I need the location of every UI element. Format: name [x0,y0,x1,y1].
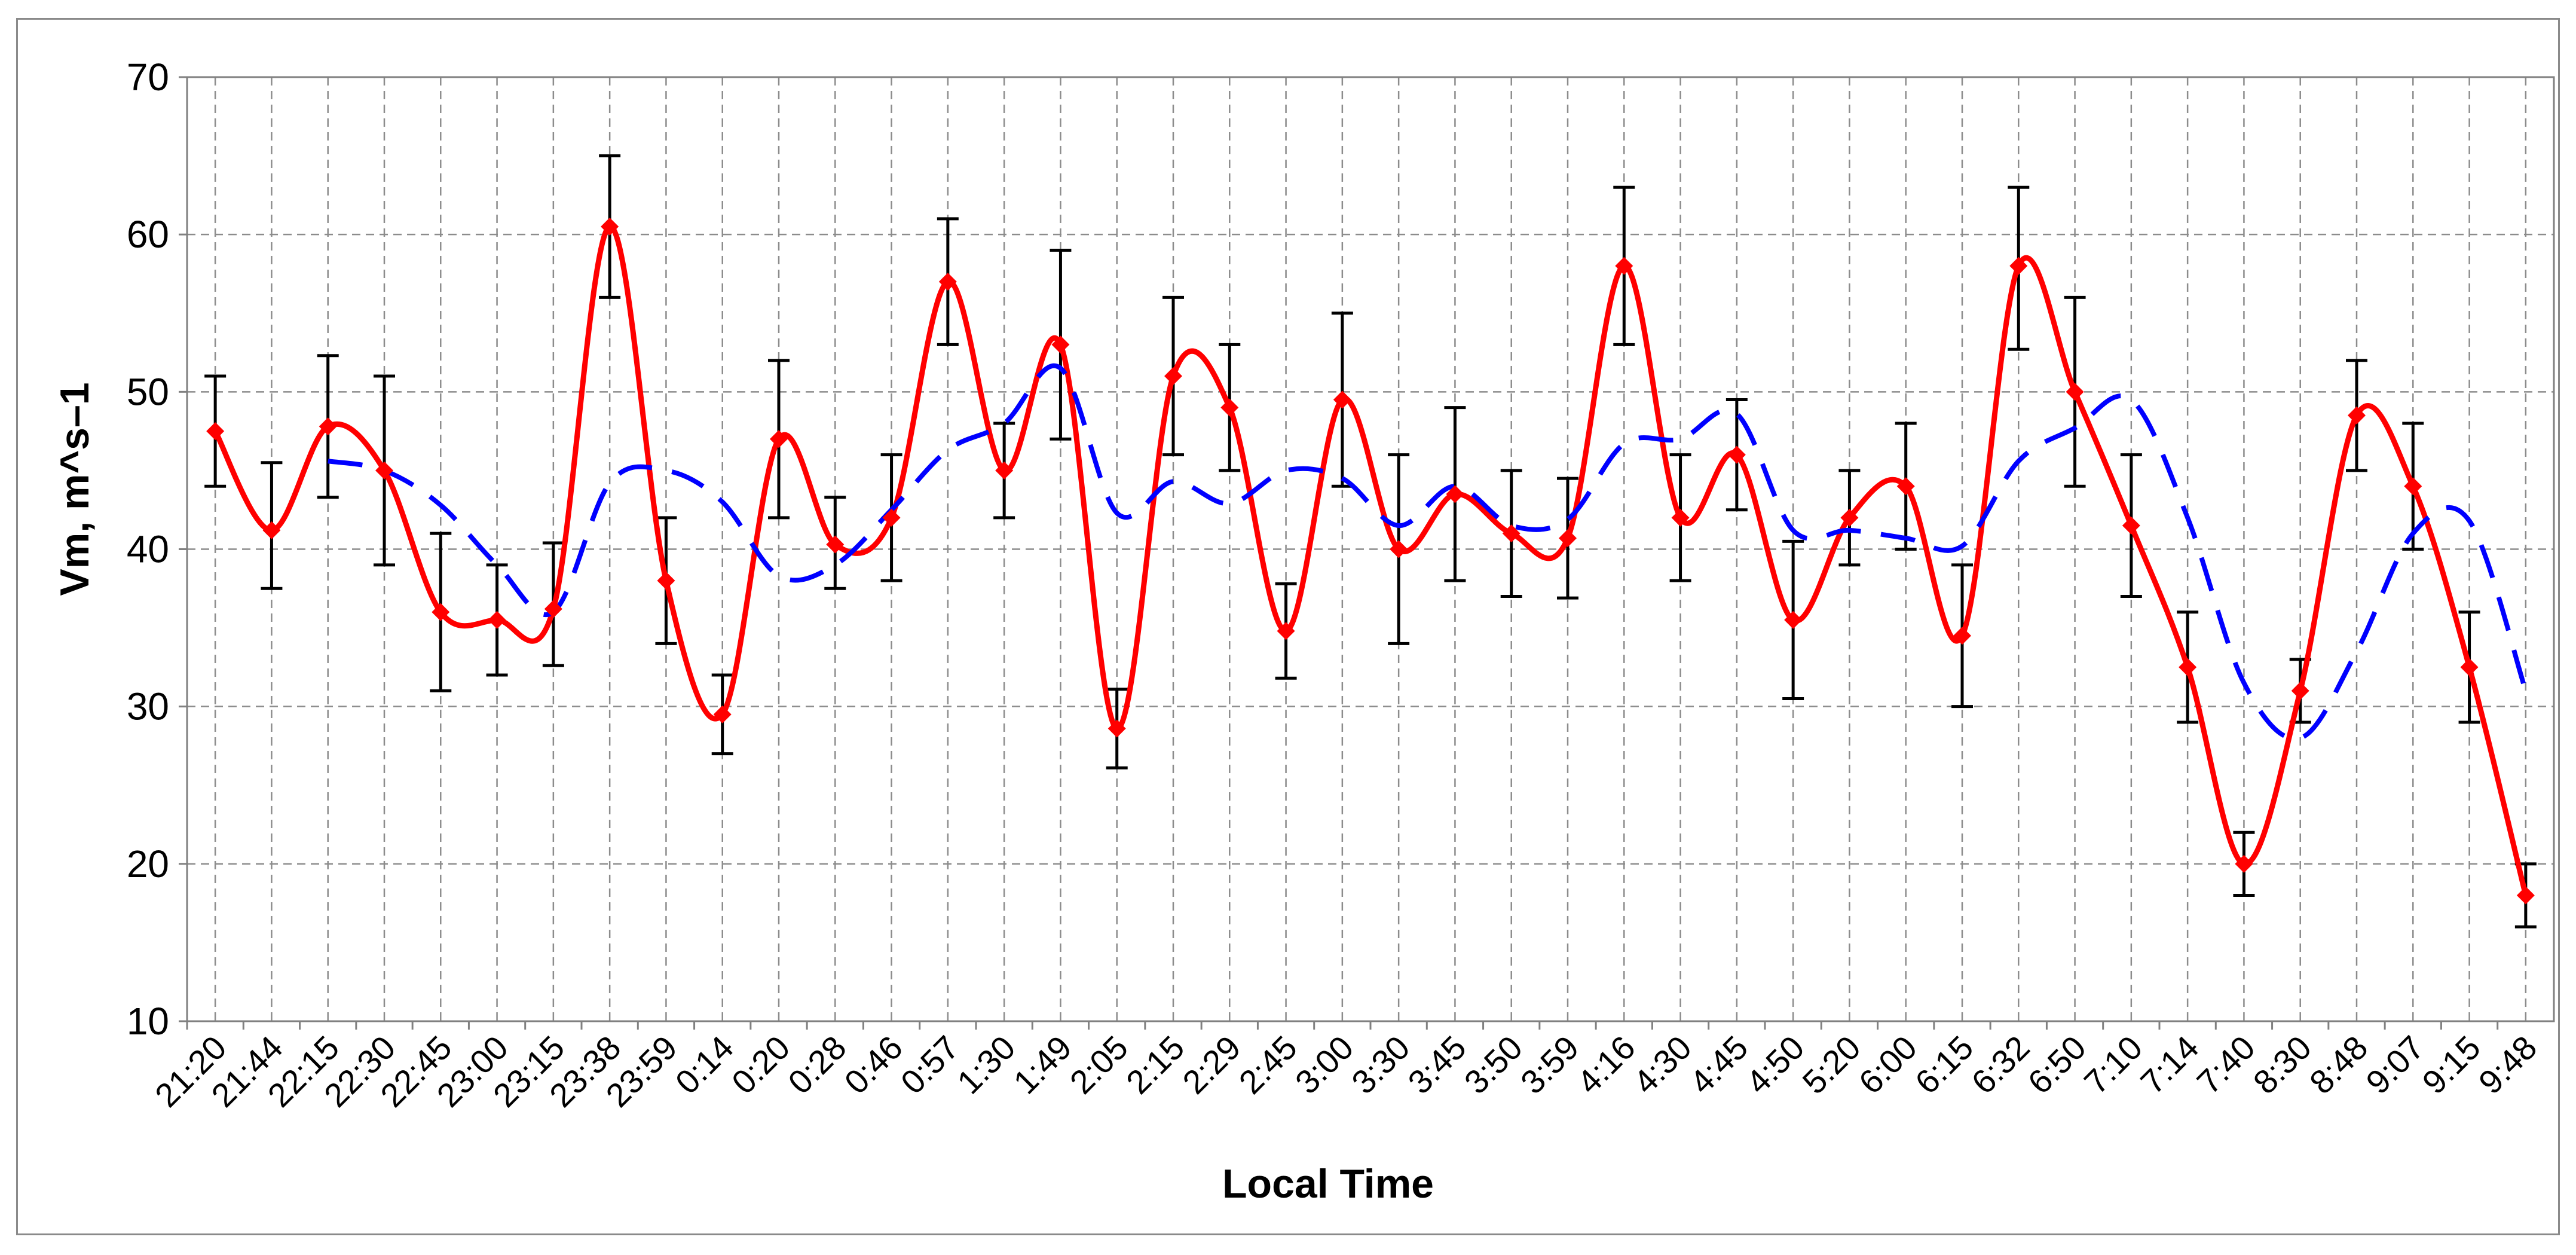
x-tick-label: 3:00 [1288,1028,1361,1101]
x-tick-label: 4:45 [1682,1028,1755,1101]
y-tick-label: 60 [127,213,169,256]
data-point-marker [206,422,225,441]
data-point-marker [1220,398,1239,417]
y-tick-label: 10 [127,1000,169,1043]
chart-frame: 10 20 30 40 50 60 70 21:20 21:44 22:15 22:30 22:45… [16,18,2560,1235]
gridlines [187,76,2554,1021]
data-point-marker [2291,682,2309,700]
data-point-marker [1108,719,1126,738]
data-point-marker [2235,854,2253,873]
data-point-marker [826,535,845,554]
line-chart: 10 20 30 40 50 60 70 21:2021:4422:1522:3022:45… [52,56,2555,1207]
y-tick-label: 30 [127,685,169,728]
x-tick-label: 2:05 [1063,1028,1136,1101]
x-tick-label: 0:20 [724,1028,797,1101]
x-tick-label: 0:46 [837,1028,910,1101]
data-point-marker [657,572,675,590]
x-tick-label: 6:15 [1908,1028,1981,1101]
data-point-marker [488,610,506,629]
x-tick-label: 2:45 [1231,1028,1304,1101]
x-tick-label: 4:16 [1570,1028,1642,1101]
data-point-marker [2122,517,2140,535]
data-point-marker [1559,529,1577,548]
y-tick-label: 50 [127,370,169,413]
y-tick-label: 40 [127,528,169,571]
data-point-marker [2404,477,2422,496]
x-tick-label: 8:48 [2302,1028,2375,1101]
series-lines [213,224,2529,896]
data-point-marker [2009,257,2028,275]
data-point-marker [2179,658,2197,676]
x-tick-label: 1:49 [1006,1028,1079,1101]
point-markers [206,218,2535,905]
y-axis-title: Vm, m^s–1 [52,382,97,596]
x-axis-title: Local Time [1222,1161,1434,1207]
data-point-marker [1502,524,1520,543]
x-tick-label: 9:15 [2415,1028,2488,1101]
data-point-marker [1446,485,1464,503]
data-point-marker [2460,658,2479,676]
data-point-marker [601,218,619,236]
x-tick-label: 6:50 [2020,1028,2093,1101]
data-point-marker [2348,406,2366,425]
data-point-marker [713,705,732,723]
axes [179,76,2555,1030]
x-tick-label: 5:20 [1795,1028,1868,1101]
plot-area-border [186,76,2555,1022]
y-tick-label: 20 [127,842,169,885]
data-point-marker [1277,622,1295,640]
x-tick-label: 8:30 [2246,1028,2319,1101]
x-tick-label: 6:32 [1964,1028,2037,1101]
x-tick-labels: 21:2021:4422:1522:3022:4523:0023:1523:38… [148,1028,2544,1114]
data-point-marker [882,508,901,527]
data-point-marker [1727,445,1746,464]
data-point-marker [995,461,1014,480]
x-tick-label: 7:10 [2077,1028,2150,1101]
data-point-marker [319,417,337,436]
x-tick-label: 3:59 [1513,1028,1586,1101]
x-tick-label: 3:30 [1344,1028,1417,1101]
data-point-marker [1333,390,1351,409]
error-bars [204,154,2537,929]
x-tick-label: 2:29 [1175,1028,1248,1101]
x-tick-label: 0:28 [781,1028,853,1101]
x-tick-label: 0:57 [894,1028,966,1101]
data-point-marker [1840,508,1859,527]
x-tick-label: 2:15 [1119,1028,1192,1101]
y-tick-label: 70 [127,56,169,99]
series-line-solid [213,224,2529,896]
x-tick-label: 4:30 [1626,1028,1699,1101]
x-tick-label: 7:14 [2133,1028,2206,1101]
data-point-marker [544,600,562,618]
data-point-marker [938,273,957,291]
data-point-marker [432,603,450,621]
x-tick-label: 9:48 [2471,1028,2544,1101]
data-point-marker [1671,508,1690,527]
data-point-marker [2066,383,2084,401]
x-tick-label: 0:14 [668,1028,741,1101]
data-point-marker [1784,610,1803,629]
x-tick-label: 3:45 [1400,1028,1473,1101]
x-tick-label: 1:30 [950,1028,1023,1101]
x-tick-label: 7:40 [2189,1028,2262,1101]
data-point-marker [770,430,788,448]
x-tick-label: 4:50 [1739,1028,1812,1101]
x-tick-label: 6:00 [1852,1028,1925,1101]
data-point-marker [1615,257,1633,275]
x-tick-label: 3:50 [1457,1028,1530,1101]
data-point-marker [1164,367,1182,386]
data-point-marker [1390,540,1408,558]
data-point-marker [2516,886,2535,905]
data-point-marker [1953,627,1971,645]
data-point-marker [1896,477,1915,496]
x-tick-label: 9:07 [2358,1028,2431,1101]
data-point-marker [262,521,281,539]
data-point-marker [1051,335,1070,354]
y-tick-labels: 10 20 30 40 50 60 70 [127,56,169,1043]
data-point-marker [375,461,393,480]
series-line-dashed [328,363,2528,741]
